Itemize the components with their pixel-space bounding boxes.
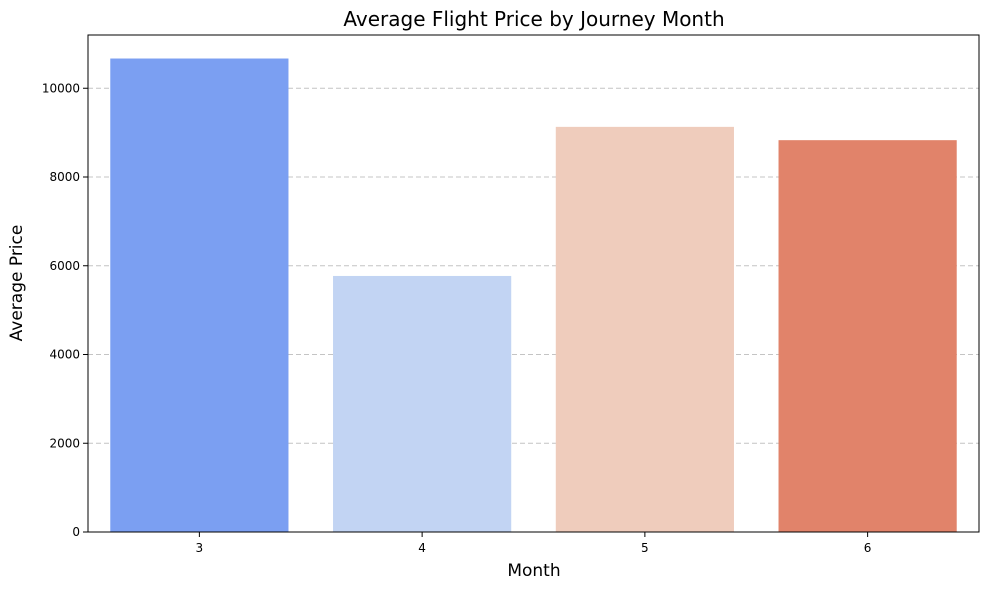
y-tick-label: 4000 — [49, 348, 80, 362]
plot-frame — [87, 34, 980, 533]
x-tick-label: 4 — [418, 541, 426, 555]
bar-month-3 — [110, 58, 289, 533]
bar-month-5 — [555, 126, 734, 532]
y-tick-label: 2000 — [49, 436, 80, 450]
y-tick-label: 8000 — [49, 170, 80, 184]
x-tick-label: 3 — [196, 541, 204, 555]
x-axis-ticks: 3 4 5 6 — [196, 532, 872, 555]
y-tick-label: 10000 — [42, 81, 80, 95]
bar-month-6 — [778, 140, 957, 532]
x-tick-label: 5 — [641, 541, 649, 555]
chart-title: Average Flight Price by Journey Month — [343, 7, 724, 31]
x-axis-title: Month — [507, 561, 560, 581]
y-axis-title: Average Price — [7, 225, 27, 342]
y-tick-label: 6000 — [49, 259, 80, 273]
y-axis-ticks: 0 2000 4000 6000 8000 10000 — [42, 81, 88, 539]
bar-month-4 — [333, 275, 512, 532]
y-tick-label: 0 — [72, 525, 80, 539]
x-tick-label: 6 — [864, 541, 872, 555]
bars — [110, 58, 957, 533]
